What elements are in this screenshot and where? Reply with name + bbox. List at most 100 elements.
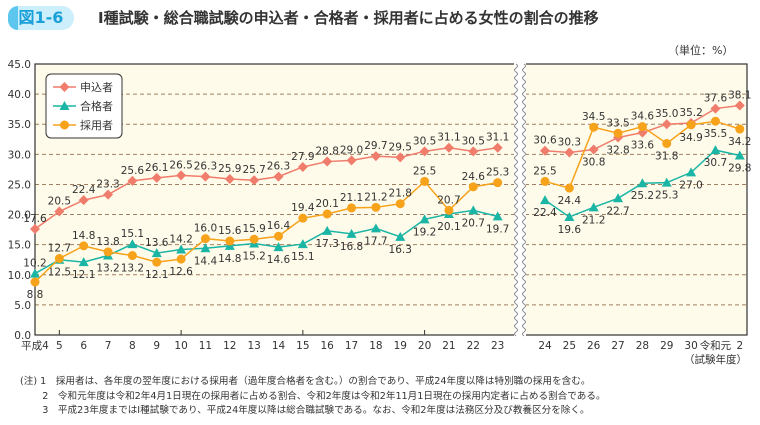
circle-marker	[493, 178, 503, 188]
y-tick-label: 30.0	[8, 149, 31, 161]
data-label: 13.6	[145, 237, 169, 249]
data-label: 24.4	[558, 195, 582, 207]
data-label: 25.9	[218, 163, 241, 175]
data-label: 15.1	[121, 228, 144, 240]
triangle-marker	[200, 243, 211, 253]
x-tick-label: 14	[272, 340, 286, 352]
data-label: 16.3	[389, 244, 412, 256]
circle-marker	[54, 254, 64, 264]
y-tick-label: 40.0	[8, 89, 31, 101]
x-tick-label: 19	[394, 340, 407, 352]
data-label: 31.1	[486, 132, 509, 144]
circle-marker	[444, 205, 454, 215]
data-label: 30.5	[462, 135, 485, 147]
x-tick-label: 9	[153, 340, 160, 352]
x-tick-label: 23	[491, 340, 504, 352]
triangle-marker	[710, 145, 721, 155]
triangle-marker	[273, 242, 284, 252]
diamond-marker	[151, 172, 162, 183]
x-tick-label: 18	[369, 340, 382, 352]
diamond-marker	[588, 144, 599, 155]
data-label: 21.8	[389, 188, 412, 200]
data-label: 15.2	[242, 250, 265, 262]
triangle-marker	[297, 239, 308, 249]
diamond-marker	[734, 100, 745, 111]
diamond-marker	[59, 82, 70, 92]
data-label: 33.5	[606, 117, 629, 129]
x-tick-label: 30	[684, 340, 697, 352]
data-label: 34.2	[728, 136, 751, 148]
x-tick-label: 7	[105, 340, 112, 352]
y-tick-label: 5.0	[14, 300, 31, 312]
data-label: 12.7	[48, 243, 71, 255]
x-tick-label: 16	[321, 340, 335, 352]
plot-frame	[34, 63, 748, 336]
diamond-marker	[395, 152, 406, 163]
note-2: 2 令和元年度は令和2年4月1日現在の採用者に占める割合、令和2年度は令和2年1…	[20, 390, 606, 402]
diamond-marker	[273, 171, 284, 182]
data-label: 25.3	[655, 190, 678, 202]
data-label: 19.7	[486, 223, 509, 235]
diamond-marker	[322, 156, 333, 167]
circle-marker	[564, 183, 574, 193]
x-tick-label: 12	[223, 340, 236, 352]
note-1: (注) 1 採用者は、各年度の翌年度における採用者（過年度合格者を含む。）の割合…	[20, 376, 591, 387]
diamond-marker	[200, 171, 211, 182]
data-label: 27.9	[291, 151, 314, 163]
x-tick-label: 25	[563, 340, 576, 352]
data-label: 22.4	[533, 207, 557, 219]
x-tick-label: 27	[611, 340, 624, 352]
data-label: 35.0	[655, 108, 678, 120]
x-tick-label: 5	[56, 340, 63, 352]
data-label: 31.8	[655, 150, 678, 162]
data-label: 16.4	[267, 220, 291, 232]
y-tick-label: 45.0	[8, 59, 31, 71]
triangle-marker	[613, 193, 624, 203]
diamond-marker	[492, 142, 503, 153]
circle-marker	[710, 116, 720, 126]
figure-badge: 図1-6	[8, 6, 74, 30]
x-tick-label: 平成4	[21, 340, 49, 352]
circle-marker	[540, 176, 550, 186]
triangle-marker	[492, 211, 503, 221]
data-label: 15.9	[242, 223, 265, 235]
x-tick-label: 令和元	[700, 339, 732, 352]
x-tick-label: 11	[199, 340, 212, 352]
chart-title: Ⅰ種試験・総合職試験の申込者・合格者・採用者に占める女性の割合の推移	[98, 9, 599, 27]
legend-label: 採用者	[80, 118, 113, 132]
data-label: 13.2	[96, 263, 119, 275]
data-label: 16.8	[340, 241, 363, 253]
x-tick-label: 22	[467, 340, 480, 352]
x-tick-label: 29	[660, 340, 673, 352]
triangle-marker	[78, 257, 89, 267]
triangle-marker	[59, 101, 70, 110]
data-label: 21.2	[582, 214, 605, 226]
diamond-marker	[78, 195, 89, 206]
diamond-marker	[127, 175, 138, 186]
plot-area	[35, 64, 747, 335]
x-tick-label: 15	[296, 340, 309, 352]
x-tick-label: 10	[174, 340, 187, 352]
circle-marker	[274, 231, 283, 241]
data-label: 17.6	[23, 213, 47, 225]
data-label: 15.1	[291, 251, 314, 263]
diamond-marker	[176, 170, 187, 181]
triangle-marker	[370, 223, 381, 233]
data-label: 38.1	[728, 90, 751, 102]
y-tick-label: 20.0	[8, 210, 31, 222]
data-label: 29.5	[389, 141, 412, 153]
circle-marker	[103, 247, 113, 257]
data-label: 21.2	[364, 191, 387, 203]
x-tick-label: 13	[247, 340, 260, 352]
circle-marker	[637, 122, 647, 132]
diamond-marker	[224, 174, 235, 185]
data-label: 35.2	[679, 107, 702, 119]
triangle-marker	[176, 244, 187, 254]
data-label: 31.1	[437, 132, 460, 144]
data-label: 17.7	[364, 235, 387, 247]
data-label: 12.6	[169, 266, 193, 278]
data-label: 25.2	[631, 190, 654, 202]
data-label: 25.5	[413, 165, 436, 177]
triangle-marker	[734, 150, 745, 160]
data-label: 30.3	[558, 137, 581, 149]
